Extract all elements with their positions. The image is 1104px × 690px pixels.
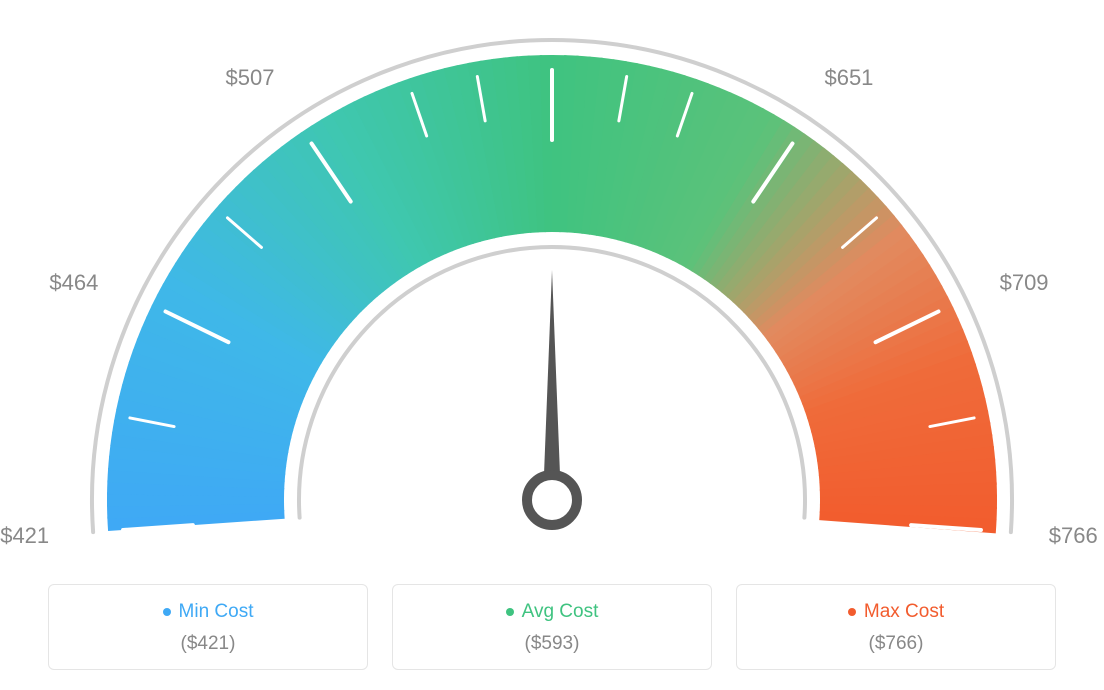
gauge-chart: $421 $464 $507 $593 $651 $709 $766 [0, 0, 1104, 560]
legend-value-min: ($421) [61, 633, 355, 655]
gauge-tick-label: $651 [824, 65, 873, 91]
legend-title-avg: Avg Cost [506, 601, 599, 623]
legend-value-avg: ($593) [405, 633, 699, 655]
dot-icon [163, 608, 171, 616]
gauge-tick-label: $464 [49, 270, 98, 296]
dot-icon [848, 608, 856, 616]
legend-card-min: Min Cost ($421) [48, 584, 368, 670]
gauge-tick-label: $421 [0, 523, 49, 549]
gauge-svg [0, 0, 1104, 560]
legend-row: Min Cost ($421) Avg Cost ($593) Max Cost… [0, 584, 1104, 670]
gauge-tick-label: $709 [1000, 270, 1049, 296]
gauge-tick-label: $593 [526, 0, 575, 2]
legend-card-max: Max Cost ($766) [736, 584, 1056, 670]
gauge-tick-label: $766 [1049, 523, 1098, 549]
legend-title-max: Max Cost [848, 601, 944, 623]
dot-icon [506, 608, 514, 616]
legend-title-text: Avg Cost [522, 601, 599, 623]
legend-value-max: ($766) [749, 633, 1043, 655]
legend-title-text: Min Cost [179, 601, 254, 623]
legend-card-avg: Avg Cost ($593) [392, 584, 712, 670]
gauge-tick-label: $507 [226, 65, 275, 91]
legend-title-min: Min Cost [163, 601, 254, 623]
legend-title-text: Max Cost [864, 601, 944, 623]
